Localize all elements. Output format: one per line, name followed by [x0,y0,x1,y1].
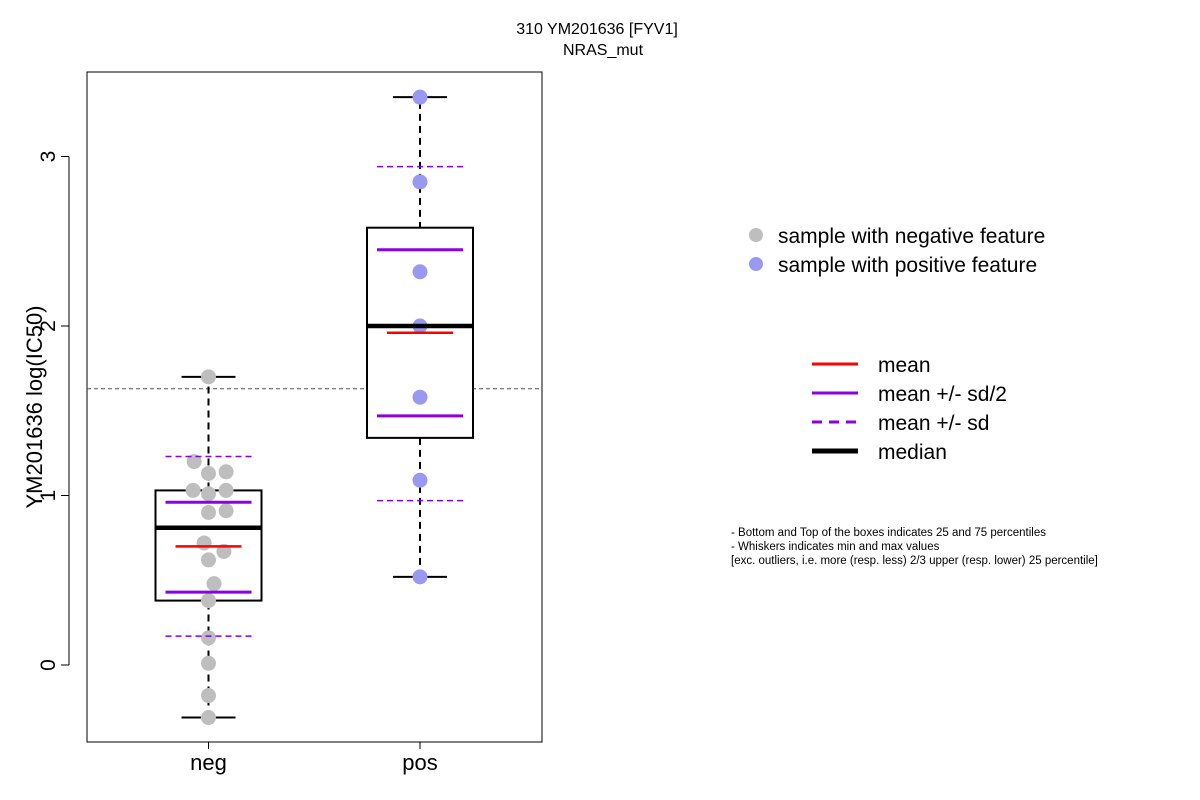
legend-point-label: sample with negative feature [778,225,1045,248]
sample-point [201,369,216,385]
y-tick-label: 3 [37,151,60,163]
sample-point [216,543,232,559]
legend-line-label: mean [878,354,931,377]
sample-point [201,655,216,671]
legend-point-label: sample with positive feature [778,254,1037,277]
sample-point [201,486,216,502]
x-axis: neg pos [190,741,438,775]
sample-point [218,503,234,519]
sample-point [186,454,202,470]
legend-line-label: mean +/- sd [878,412,989,435]
sample-point [218,464,234,480]
y-axis-label: YM201636 log(IC50) [22,305,47,508]
y-tick-label: 2 [37,320,60,332]
sample-point [206,576,222,592]
sample-point [412,264,428,280]
sample-point [185,482,201,498]
sample-point [201,593,216,609]
notes-block: - Bottom and Top of the boxes indicates … [731,527,1098,567]
sample-point [201,552,216,568]
sample-point [201,504,216,520]
sample-point [412,174,428,190]
y-tick-label: 1 [37,490,60,502]
box-groups [154,89,474,726]
sample-point [412,89,428,105]
sample-point [412,389,428,405]
sample-point [201,688,216,704]
note-line: - Whiskers indicates min and max values [731,541,940,553]
sample-point [412,472,428,488]
x-tick-label: neg [190,750,227,775]
y-tick-label: 0 [37,659,60,671]
sample-point [201,465,216,481]
legend-line-label: mean +/- sd/2 [878,383,1007,406]
sample-point [218,482,234,498]
note-line: [exc. outliers, i.e. more (resp. less) 2… [731,555,1098,567]
legend-statistics: mean mean +/- sd/2 mean +/- sd median [812,354,1007,464]
sample-point [201,630,216,646]
sample-point [201,710,216,726]
chart-subtitle: NRAS_mut [563,42,644,59]
sample-point [196,535,212,551]
x-tick-label: pos [402,750,437,775]
box-group-neg [154,369,263,726]
y-axis: 0 1 2 3 [37,151,70,671]
legend-point-marker [749,257,763,271]
note-line: - Bottom and Top of the boxes indicates … [731,527,1046,539]
legend-samples: sample with negative feature sample with … [749,225,1045,277]
chart-title: 310 YM201636 [FYV1] [516,21,678,38]
box-group-pos [366,89,474,585]
legend-line-label: median [878,441,947,464]
sample-point [412,569,428,585]
legend-point-marker [749,228,763,242]
